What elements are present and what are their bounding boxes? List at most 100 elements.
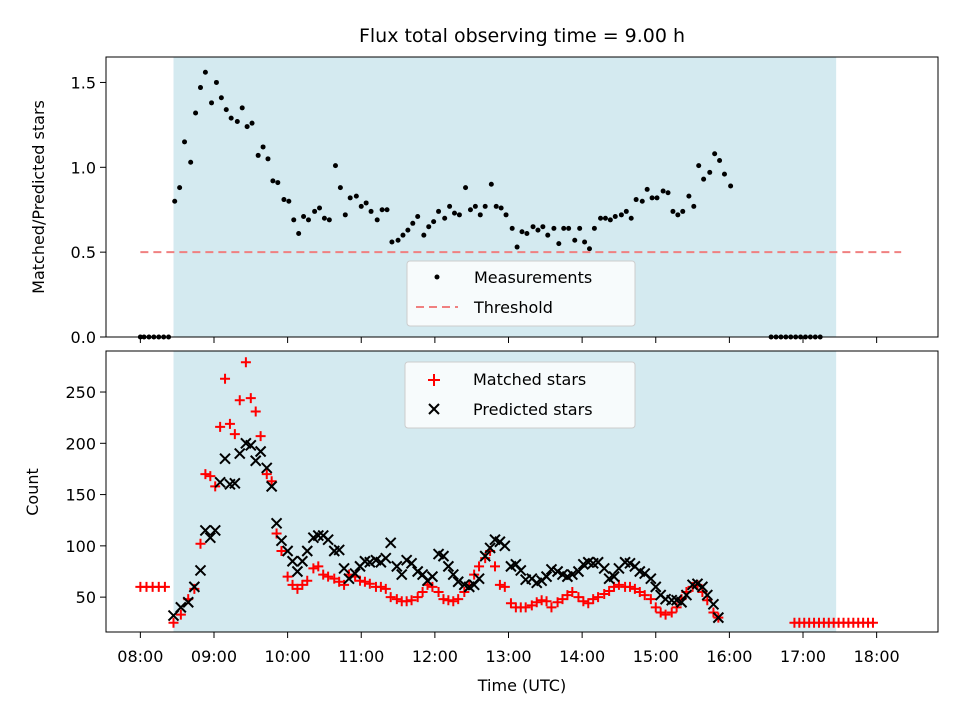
legend-matched-label: Matched stars: [473, 370, 586, 389]
predicted-star-point: [540, 570, 553, 583]
measurement-point: [472, 203, 478, 209]
matched-star-point: [655, 607, 666, 618]
matched-star-point: [624, 581, 635, 592]
matched-star-point: [375, 581, 386, 592]
measurement-point: [332, 163, 338, 169]
measurement-point: [530, 224, 536, 230]
bottom-y-tick-label: 100: [65, 537, 96, 556]
predicted-star-point: [447, 568, 459, 581]
measurement-point: [623, 208, 629, 214]
predicted-star-point: [209, 524, 221, 537]
legend-matched-marker: [428, 374, 440, 386]
bottom-legend-box: [404, 361, 636, 429]
predicted-star-point: [545, 563, 558, 576]
predicted-star-point: [286, 555, 299, 567]
measurement-point: [275, 180, 281, 186]
matched-star-point: [255, 431, 266, 442]
measurement-point: [172, 198, 178, 204]
measurement-point: [721, 171, 727, 177]
matched-star-point: [660, 609, 671, 620]
top-y-ticks: 0.0 0.5 1.0 1.5: [71, 73, 106, 347]
matched-star-point: [639, 590, 650, 601]
measurement-point: [255, 152, 261, 158]
predicted-star-point: [712, 611, 725, 624]
top-y-axis-label: Matched/Predicted stars: [29, 100, 48, 294]
predicted-star-point: [701, 589, 714, 601]
measurement-point: [197, 85, 203, 91]
measurement-point: [545, 232, 551, 238]
matched-star-point: [541, 596, 552, 607]
x-tick-label: 16:00: [706, 647, 752, 666]
measurement-point: [223, 107, 229, 113]
matched-star-point: [494, 579, 505, 590]
predicted-star-point: [312, 529, 325, 542]
measurement-point: [488, 181, 494, 187]
bottom-data-points: [135, 357, 878, 628]
measurement-point: [535, 227, 541, 233]
predicted-star-point: [391, 560, 403, 573]
matched-star-point: [313, 561, 324, 572]
top-panel: Flux total observing time = 9.00 h 0.0 0.…: [29, 25, 939, 347]
top-y-tick-label: 0.5: [71, 243, 96, 262]
measurement-point: [321, 215, 327, 221]
predicted-star-point: [265, 480, 278, 493]
measurement-point: [701, 176, 707, 182]
measurement-point: [265, 156, 271, 162]
predicted-star-point: [707, 598, 720, 611]
measurement-point: [426, 224, 432, 230]
measurement-point: [577, 225, 583, 231]
measurement-point: [296, 230, 302, 236]
predicted-star-point: [281, 545, 294, 557]
measurement-point: [395, 237, 401, 243]
predicted-star-point: [572, 565, 585, 578]
measurement-point: [477, 212, 483, 218]
predicted-star-point: [291, 565, 304, 578]
measurement-point: [598, 215, 604, 221]
matched-star-point: [443, 595, 454, 606]
predicted-star-point: [479, 550, 491, 562]
predicted-star-point: [442, 560, 455, 573]
measurement-point: [467, 207, 473, 213]
matched-star-point: [708, 607, 719, 618]
measurement-point: [696, 163, 702, 169]
measurement-point: [421, 232, 427, 238]
measurement-point: [358, 203, 364, 209]
matched-star-point: [245, 393, 256, 404]
top-y-tick-label: 0.0: [71, 328, 96, 347]
measurement-point: [680, 208, 686, 214]
top-legend-box: [406, 260, 636, 327]
bottom-y-axis-label: Count: [23, 468, 42, 516]
measurement-point: [654, 195, 660, 201]
top-legend: Measurements Threshold: [406, 260, 636, 327]
matched-star-point: [578, 596, 589, 607]
measurement-point: [286, 198, 292, 204]
predicted-star-point: [188, 581, 201, 593]
matched-star-point: [302, 575, 313, 586]
measurement-point: [177, 185, 183, 191]
matched-star-point: [175, 609, 186, 620]
predicted-star-point: [396, 568, 408, 581]
matched-star-point: [195, 538, 206, 549]
measurement-point: [586, 246, 592, 252]
measurement-point: [244, 124, 250, 130]
predicted-star-point: [234, 447, 246, 460]
matched-star-point: [359, 576, 370, 587]
matched-star-point: [406, 595, 417, 606]
chart-title: Flux total observing time = 9.00 h: [359, 25, 685, 47]
matched-star-point: [276, 545, 287, 556]
measurement-point: [712, 151, 718, 157]
measurement-point: [436, 208, 442, 214]
matched-star-point: [364, 578, 375, 589]
predicted-star-point: [566, 568, 579, 581]
matched-star-point: [266, 476, 277, 487]
matched-star-point: [536, 595, 547, 606]
matched-star-point: [215, 421, 226, 432]
x-tick-label: 08:00: [117, 647, 163, 666]
measurement-point: [670, 208, 676, 214]
matched-star-point: [567, 587, 578, 598]
matched-star-point: [499, 581, 510, 592]
matched-star-point: [200, 469, 211, 480]
matched-star-point: [448, 596, 459, 607]
predicted-star-point: [484, 542, 496, 554]
